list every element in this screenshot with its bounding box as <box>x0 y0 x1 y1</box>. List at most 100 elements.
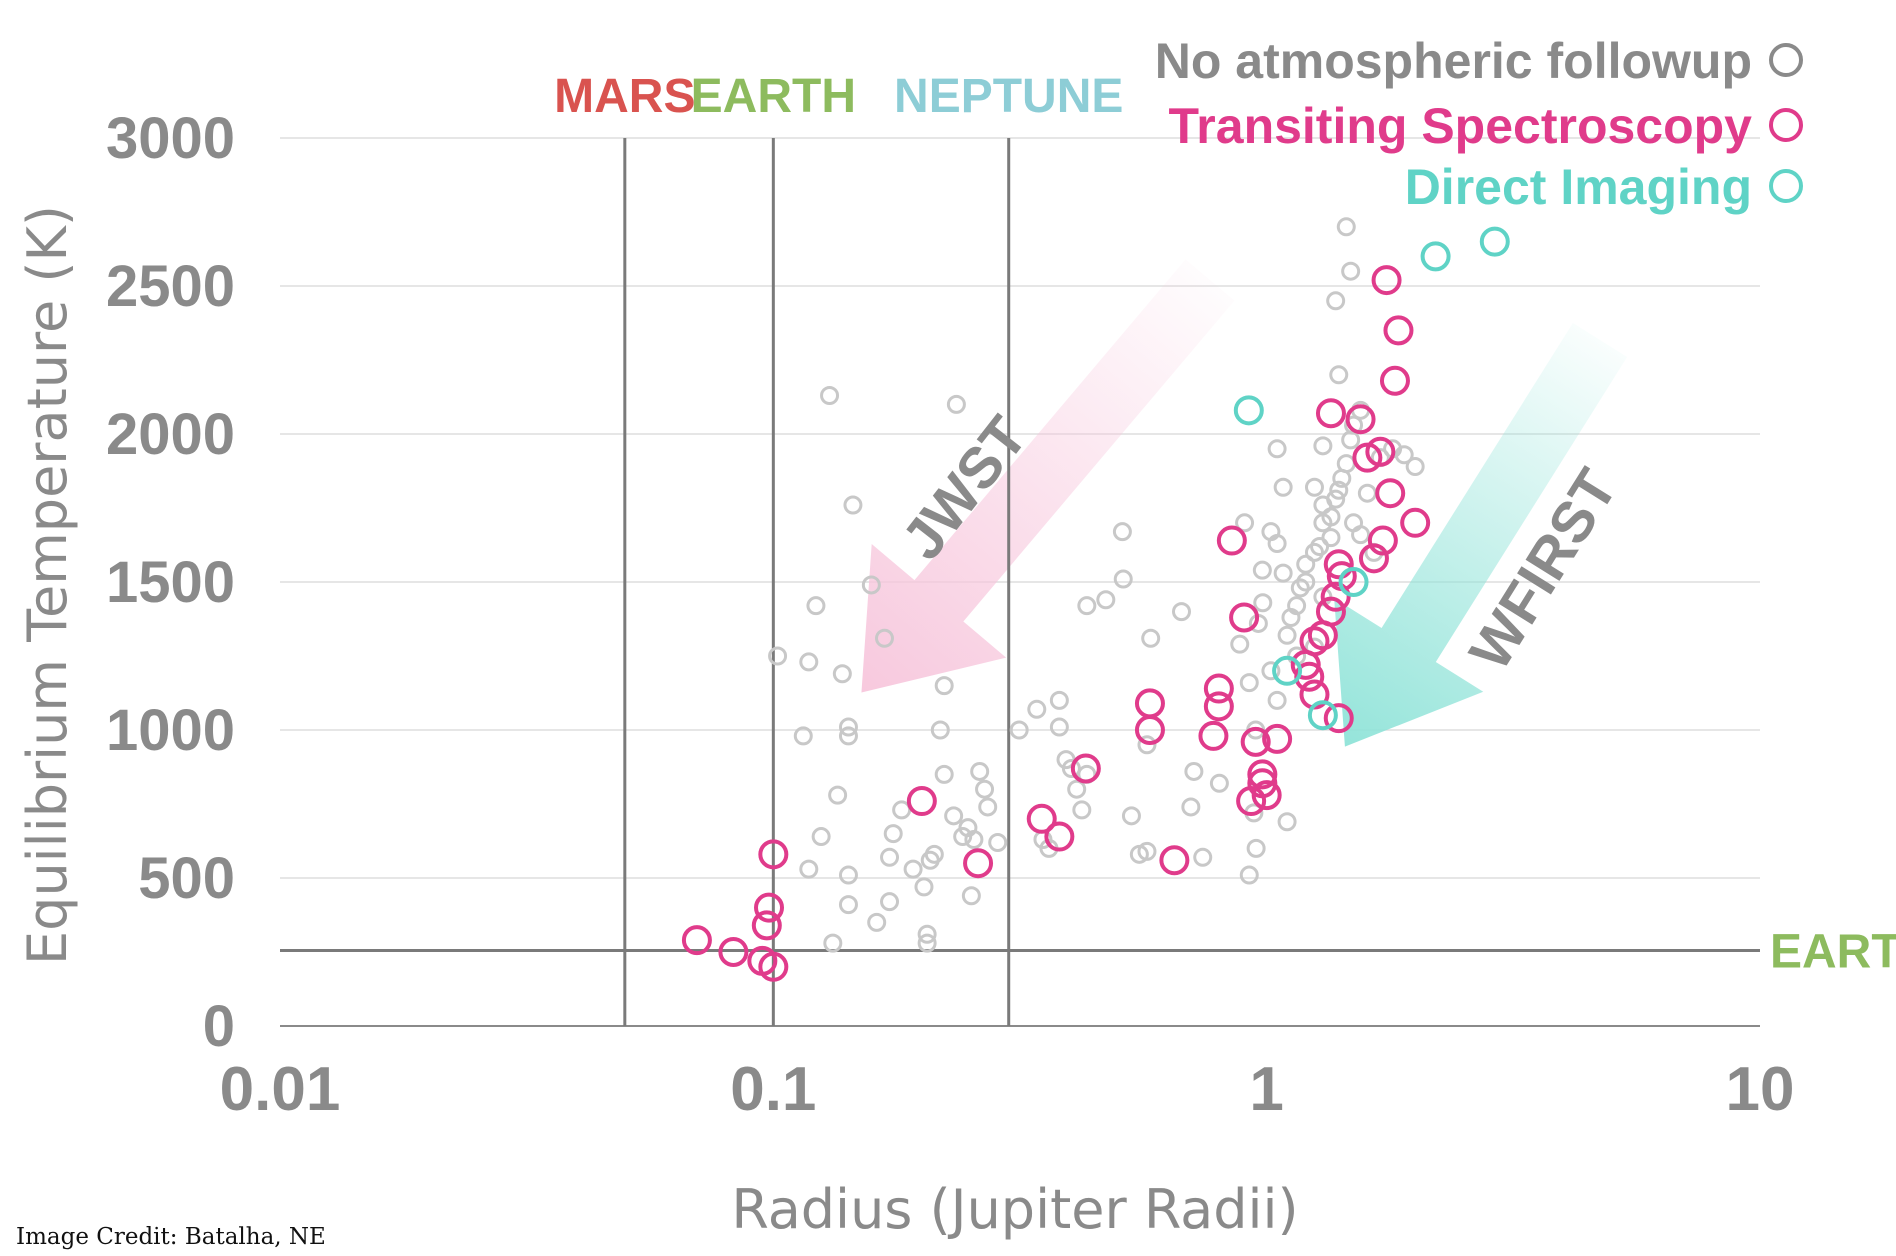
data-point <box>1341 261 1361 281</box>
data-point <box>799 652 819 672</box>
data-point <box>1239 673 1259 693</box>
data-point <box>768 646 788 666</box>
data-point <box>1315 398 1346 429</box>
data-point <box>754 892 785 923</box>
y-tick-label: 1000 <box>106 698 235 763</box>
data-point <box>1344 415 1364 435</box>
data-point <box>1287 596 1307 616</box>
data-point <box>961 886 981 906</box>
data-point <box>1267 690 1287 710</box>
data-point <box>964 830 984 850</box>
data-point <box>1240 726 1271 757</box>
data-point <box>1394 445 1414 465</box>
data-point <box>1229 602 1260 633</box>
legend-label: Direct Imaging <box>1405 159 1752 215</box>
legend-label: No atmospheric followup <box>1155 33 1752 89</box>
data-point <box>988 832 1008 852</box>
data-point <box>1113 569 1133 589</box>
data-point <box>1072 800 1092 820</box>
data-point <box>1121 806 1141 826</box>
data-point <box>1198 720 1229 751</box>
y-tick-label: 1500 <box>106 550 235 615</box>
data-point <box>1367 525 1398 556</box>
data-point <box>1129 844 1149 864</box>
data-point <box>718 937 749 967</box>
legend: No atmospheric followup Transiting Spectr… <box>1155 33 1803 215</box>
data-point <box>1112 522 1132 542</box>
series-1 <box>681 265 1431 982</box>
data-point <box>1313 495 1333 515</box>
data-point <box>874 628 894 648</box>
data-point <box>1216 525 1247 556</box>
data-point <box>1077 596 1097 616</box>
y-tick-label: 3000 <box>106 106 235 171</box>
data-point <box>1027 699 1047 719</box>
data-point <box>906 786 937 817</box>
data-point <box>1479 226 1510 257</box>
data-point <box>1296 554 1316 574</box>
reference-label-earth-temperature: EARTH <box>1770 926 1896 979</box>
data-point <box>917 933 937 953</box>
data-point <box>970 761 990 781</box>
data-point <box>1405 457 1425 477</box>
data-point <box>1253 593 1273 613</box>
data-point <box>1290 578 1310 598</box>
data-point <box>1400 507 1431 538</box>
data-point <box>1137 735 1157 755</box>
data-point <box>806 596 826 616</box>
data-point <box>1323 703 1354 734</box>
data-point <box>1315 596 1346 627</box>
data-point <box>1233 395 1264 426</box>
data-point <box>1239 865 1259 885</box>
data-point <box>1329 480 1349 500</box>
data-point <box>1365 436 1396 467</box>
image-credit: Image Credit: Batalha, NE <box>16 1224 326 1250</box>
data-point <box>1247 759 1278 790</box>
data-point <box>1323 549 1354 580</box>
x-axis-title: Radius (Jupiter Radii) <box>731 1178 1298 1241</box>
data-point <box>1299 626 1330 657</box>
data-point <box>823 933 843 953</box>
data-point <box>1026 803 1057 834</box>
data-point <box>1273 563 1293 583</box>
data-point <box>832 664 852 684</box>
data-point <box>1375 478 1406 509</box>
data-point <box>1134 715 1165 745</box>
jwst-arrow <box>861 259 1235 693</box>
y-axis-title: Equilibrium Temperature (K) <box>16 205 79 965</box>
data-point <box>1184 761 1204 781</box>
data-point <box>1277 625 1297 645</box>
data-point <box>1252 560 1272 580</box>
data-point <box>1172 602 1192 622</box>
data-point <box>934 676 954 696</box>
data-point <box>1267 439 1287 459</box>
data-point <box>1307 700 1338 731</box>
data-point <box>1321 528 1341 548</box>
y-tick-label: 2000 <box>106 402 235 467</box>
data-point <box>1203 691 1234 722</box>
data-point <box>1230 634 1250 654</box>
legend-marker <box>1769 43 1803 77</box>
data-point <box>1261 661 1281 681</box>
reference-label-mars: MARS <box>554 70 695 123</box>
reference-lines: MARSEARTHNEPTUNEEARTH <box>280 70 1896 1026</box>
y-tick-label: 500 <box>138 846 235 911</box>
data-point <box>1338 567 1369 597</box>
data-point <box>1294 661 1325 692</box>
data-point <box>799 859 819 879</box>
data-point <box>944 806 964 826</box>
data-point <box>914 877 934 897</box>
data-point <box>681 925 712 956</box>
data-point <box>1251 780 1282 811</box>
legend-marker <box>1769 108 1803 142</box>
tick-labels: 0 500 1000 1500 2000 2500 3000 0.01 0.1 1 10 <box>106 106 1795 1124</box>
data-point <box>1277 812 1297 832</box>
data-point <box>867 912 887 932</box>
jwst-arrow-shape <box>861 259 1235 693</box>
data-point <box>820 386 840 406</box>
data-point <box>1134 688 1165 719</box>
data-point <box>880 892 900 912</box>
data-point <box>903 859 923 879</box>
grid-lines <box>280 137 1760 1027</box>
data-point <box>946 394 966 414</box>
